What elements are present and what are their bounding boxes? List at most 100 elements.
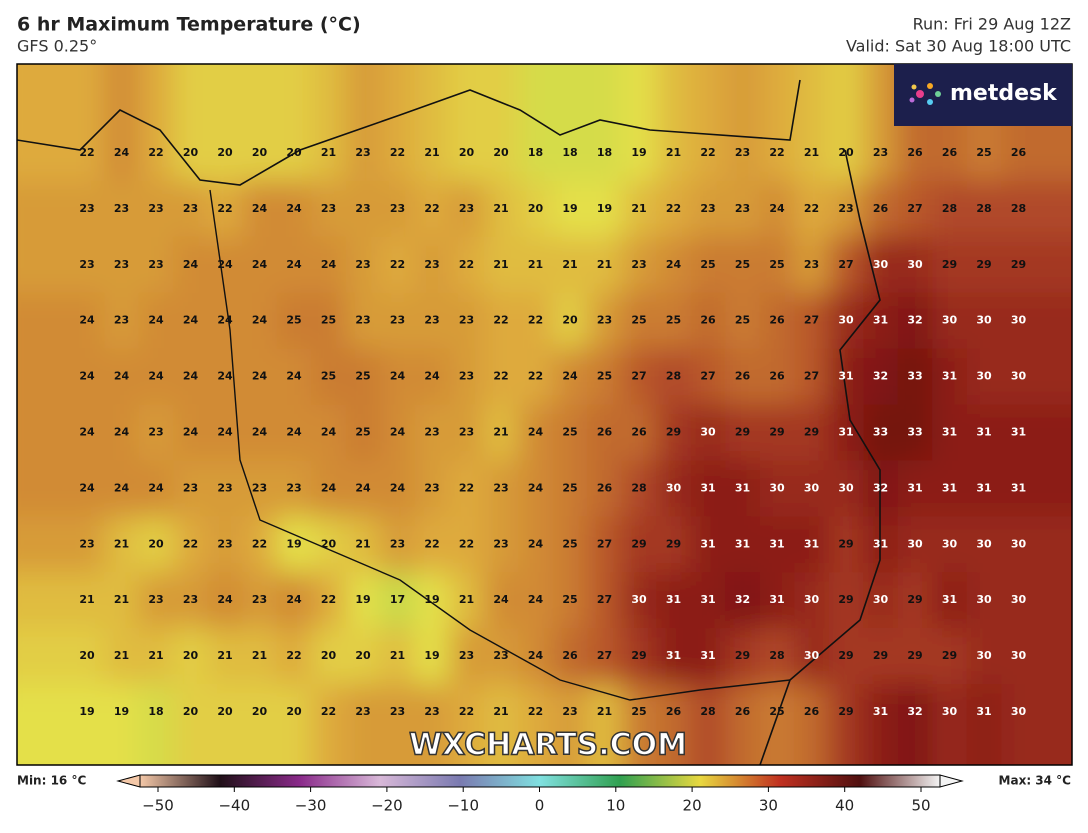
temperature-value: 31 [976, 426, 991, 439]
heat-cell [242, 236, 278, 294]
heat-cell [207, 460, 244, 518]
temperature-value: 26 [735, 370, 751, 383]
heat-cell [138, 516, 175, 574]
temperature-value: 32 [873, 370, 888, 383]
heat-cell [449, 628, 485, 686]
heat-cell [828, 572, 865, 630]
heat-cell [276, 460, 313, 518]
temperature-value: 29 [804, 426, 819, 439]
heat-cell [587, 292, 623, 350]
temperature-value: 23 [493, 537, 508, 550]
temperature-value: 24 [252, 314, 268, 327]
temperature-value: 32 [907, 705, 922, 718]
temperature-value: 26 [907, 146, 923, 159]
heat-cell [863, 684, 899, 765]
temperature-value: 29 [838, 649, 853, 662]
temperature-value: 23 [148, 426, 163, 439]
temperature-value: 23 [183, 481, 198, 494]
heat-cell [897, 460, 934, 518]
temperature-value: 19 [597, 202, 612, 215]
heat-cell [932, 180, 968, 238]
heat-cell [173, 628, 209, 686]
heat-cell [897, 292, 934, 350]
temperature-value: 24 [424, 370, 440, 383]
value-grid: 22 24 22 20 20 20 20 21 23 22 21 20 20 18 18 18 19 21 22 23… [79, 146, 1026, 718]
temperature-value: 31 [873, 314, 888, 327]
heat-cell [104, 236, 140, 294]
temperature-value: 20 [528, 202, 544, 215]
heat-cell [621, 460, 658, 518]
temperature-value: 28 [1011, 202, 1026, 215]
temperature-value: 29 [769, 426, 784, 439]
temperature-value: 20 [321, 537, 337, 550]
temperature-value: 29 [873, 649, 888, 662]
temperature-value: 24 [148, 481, 164, 494]
heat-cell [552, 64, 589, 182]
temperature-value: 29 [666, 537, 681, 550]
temperature-value: 19 [424, 649, 439, 662]
heat-cell [759, 572, 796, 630]
heat-cell [794, 516, 830, 574]
temperature-value: 31 [942, 426, 957, 439]
heat-cell [932, 572, 968, 630]
temperature-value: 22 [183, 537, 198, 550]
heat-cell [966, 292, 1003, 350]
temperature-value: 29 [631, 537, 646, 550]
temperature-value: 20 [252, 705, 268, 718]
heat-cell [863, 292, 899, 350]
temperature-value: 25 [562, 537, 577, 550]
heat-cell [897, 180, 934, 238]
heat-cell [1001, 404, 1072, 462]
temperature-value: 22 [459, 537, 474, 550]
temperature-value: 23 [424, 426, 439, 439]
heat-cell [828, 516, 865, 574]
heat-cell [311, 236, 347, 294]
temperature-value: 22 [493, 370, 508, 383]
temperature-value: 21 [79, 593, 94, 606]
heat-cell [552, 404, 589, 462]
heat-cell [173, 516, 209, 574]
temperature-value: 22 [459, 258, 474, 271]
heat-cell [587, 404, 623, 462]
temperature-value: 30 [804, 593, 820, 606]
heat-cell [104, 572, 140, 630]
heat-cell [794, 684, 830, 765]
heat-cell [414, 460, 451, 518]
heat-cell [725, 180, 761, 238]
heat-cell [725, 628, 761, 686]
heat-cell [794, 236, 830, 294]
temperature-value: 25 [700, 258, 715, 271]
temperature-value: 26 [562, 649, 578, 662]
heat-cell [276, 404, 313, 462]
temperature-value: 30 [976, 314, 992, 327]
temperature-value: 24 [217, 370, 233, 383]
heat-cell [552, 236, 589, 294]
temperature-value: 25 [321, 314, 336, 327]
temperature-value: 30 [976, 370, 992, 383]
temperature-value: 24 [183, 370, 199, 383]
temperature-value: 32 [907, 314, 922, 327]
heat-cell [725, 236, 761, 294]
temperature-value: 23 [597, 314, 612, 327]
heat-cell [725, 572, 761, 630]
heat-cell [380, 292, 416, 350]
heat-cell [690, 64, 727, 182]
heat-cell [449, 292, 485, 350]
temperature-value: 29 [907, 593, 922, 606]
temperature-value: 23 [424, 314, 439, 327]
heat-cell [17, 292, 106, 350]
heat-cell [828, 64, 865, 182]
logo: metdesk [950, 81, 1058, 106]
heat-cell [207, 628, 244, 686]
heat-cell [863, 572, 899, 630]
temperature-value: 19 [286, 537, 301, 550]
temperature-value: 30 [838, 481, 854, 494]
heat-cell [173, 684, 209, 765]
temperature-value: 24 [183, 426, 199, 439]
heat-cell [173, 180, 209, 238]
heat-cell [104, 64, 140, 182]
heat-cell [380, 684, 416, 765]
temperature-value: 20 [493, 146, 509, 159]
temperature-value: 24 [286, 202, 302, 215]
heat-cell [725, 64, 761, 182]
